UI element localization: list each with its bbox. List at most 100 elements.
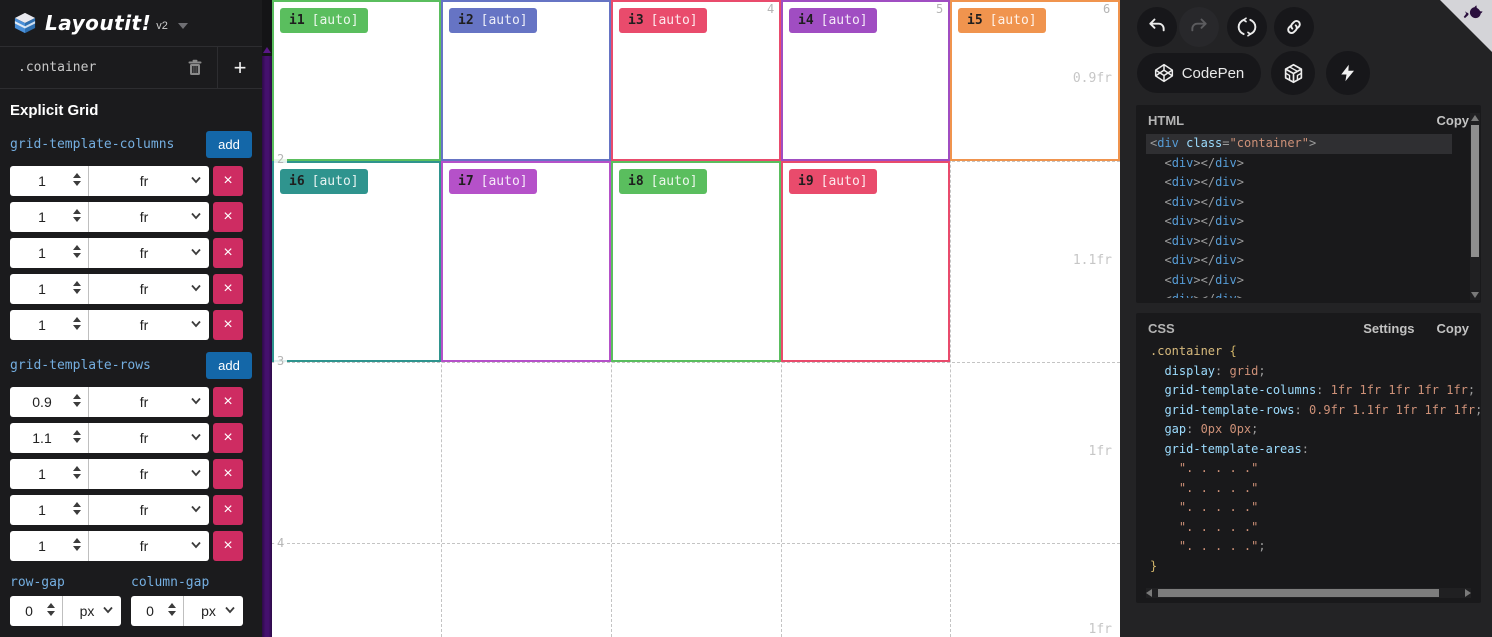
github-octocat-icon[interactable] (1454, 0, 1491, 34)
row-track-row: 1.1 fr × (10, 423, 252, 453)
reset-button[interactable] (1227, 7, 1267, 47)
remove-column-button[interactable]: × (213, 310, 243, 340)
remove-row-button[interactable]: × (213, 495, 243, 525)
column-unit-select[interactable]: fr (89, 166, 209, 196)
grid-item[interactable]: i1 [auto] (272, 0, 441, 161)
row-gap-input[interactable]: 0 (10, 596, 62, 626)
scroll-up-icon[interactable] (263, 47, 271, 53)
column-size-input[interactable]: 1 (10, 274, 88, 304)
stepper-icon[interactable] (73, 430, 81, 443)
grid-item-chip[interactable]: i3 [auto] (619, 8, 707, 33)
row-unit-select[interactable]: fr (89, 531, 209, 561)
add-row-button[interactable]: add (206, 352, 252, 379)
scroll-right-icon[interactable] (1465, 589, 1471, 597)
stepper-icon[interactable] (73, 209, 81, 222)
remove-column-button[interactable]: × (213, 238, 243, 268)
row-size-input[interactable]: 1 (10, 459, 88, 489)
css-settings-button[interactable]: Settings (1363, 321, 1415, 336)
grid-item-chip[interactable]: i6 [auto] (280, 169, 368, 194)
grid-item[interactable]: i3 [auto] (611, 0, 781, 161)
stepper-icon[interactable] (73, 281, 81, 294)
column-size-input[interactable]: 1 (10, 202, 88, 232)
codepen-label: CodePen (1181, 64, 1245, 82)
grid-item-chip[interactable]: i9 [auto] (789, 169, 877, 194)
css-copy-button[interactable]: Copy (1436, 321, 1470, 336)
grid-item-chip[interactable]: i5 [auto] (958, 8, 1046, 33)
row-size-input[interactable]: 1 (10, 531, 88, 561)
remove-row-button[interactable]: × (213, 387, 243, 417)
scroll-up-icon[interactable] (1471, 115, 1479, 121)
column-unit-select[interactable]: fr (89, 274, 209, 304)
column-gap-unit-select[interactable]: px (184, 596, 243, 626)
row-size-input[interactable]: 1 (10, 495, 88, 525)
grid-canvas[interactable]: i1 [auto] i2 [auto] i3 [auto] i4 [auto] i5 [a… (272, 0, 1120, 637)
grid-item[interactable]: i5 [auto] (950, 0, 1120, 161)
remove-row-button[interactable]: × (213, 423, 243, 453)
grid-item-chip[interactable]: i7 [auto] (449, 169, 537, 194)
html-code[interactable]: <div class="container"> <div></div> <div… (1136, 132, 1466, 298)
stepper-icon[interactable] (73, 317, 81, 330)
column-unit-select[interactable]: fr (89, 202, 209, 232)
html-copy-button[interactable]: Copy (1436, 113, 1470, 128)
delete-selector-button[interactable] (173, 47, 217, 89)
grid-item-chip[interactable]: i1 [auto] (280, 8, 368, 33)
row-unit-select[interactable]: fr (89, 387, 209, 417)
grid-item-chip[interactable]: i2 [auto] (449, 8, 537, 33)
codesandbox-button[interactable] (1271, 51, 1315, 95)
scroll-left-icon[interactable] (1146, 589, 1152, 597)
column-gap-input[interactable]: 0 (131, 596, 183, 626)
stepper-icon[interactable] (73, 245, 81, 258)
remove-column-button[interactable]: × (213, 274, 243, 304)
grid-item[interactable]: i4 [auto] (781, 0, 950, 161)
stepper-icon[interactable] (47, 603, 55, 616)
rows-header: grid-template-rows add (10, 352, 252, 379)
stepper-icon[interactable] (168, 603, 176, 616)
row-size-input[interactable]: 0.9 (10, 387, 88, 417)
sidebar-scrollbar[interactable] (262, 0, 272, 637)
redo-button[interactable] (1179, 7, 1219, 47)
version-caret-icon[interactable] (177, 23, 188, 29)
undo-button[interactable] (1137, 7, 1177, 47)
grid-item[interactable]: i7 [auto] (441, 161, 611, 362)
codepen-button[interactable]: CodePen (1137, 53, 1261, 93)
github-corner[interactable] (1440, 0, 1492, 52)
stepper-icon[interactable] (73, 466, 81, 479)
grid-item[interactable]: i6 [auto] (272, 161, 441, 362)
stepper-icon[interactable] (73, 173, 81, 186)
column-size-input[interactable]: 1 (10, 310, 88, 340)
css-h-scrollbar[interactable] (1146, 588, 1471, 598)
column-size-input[interactable]: 1 (10, 238, 88, 268)
grid-item[interactable]: i8 [auto] (611, 161, 781, 362)
column-size-input[interactable]: 1 (10, 166, 88, 196)
grid-item[interactable]: i2 [auto] (441, 0, 611, 161)
remove-row-button[interactable]: × (213, 459, 243, 489)
column-unit-select[interactable]: fr (89, 238, 209, 268)
add-column-button[interactable]: add (206, 131, 252, 158)
grid-item-chip[interactable]: i4 [auto] (789, 8, 877, 33)
selector-name[interactable]: .container (18, 60, 97, 75)
scrollbar-thumb[interactable] (1158, 589, 1439, 597)
row-gap-unit-select[interactable]: px (63, 596, 121, 626)
scrollbar-thumb[interactable] (1471, 125, 1479, 257)
stepper-icon[interactable] (73, 502, 81, 515)
row-unit-select[interactable]: fr (89, 423, 209, 453)
html-scrollbar[interactable] (1470, 113, 1480, 300)
row-size-input[interactable]: 1.1 (10, 423, 88, 453)
remove-row-button[interactable]: × (213, 531, 243, 561)
column-unit-select[interactable]: fr (89, 310, 209, 340)
grid-item-chip[interactable]: i8 [auto] (619, 169, 707, 194)
share-link-button[interactable] (1274, 7, 1314, 47)
stackblitz-button[interactable] (1326, 51, 1370, 95)
row-unit-select[interactable]: fr (89, 495, 209, 525)
scrollbar-thumb[interactable] (262, 56, 272, 637)
scroll-down-icon[interactable] (1471, 292, 1479, 298)
stepper-icon[interactable] (73, 394, 81, 407)
remove-column-button[interactable]: × (213, 166, 243, 196)
chevron-down-icon (191, 433, 201, 441)
stepper-icon[interactable] (73, 538, 81, 551)
row-unit-select[interactable]: fr (89, 459, 209, 489)
grid-item[interactable]: i9 [auto] (781, 161, 950, 362)
add-selector-button[interactable]: + (218, 47, 262, 89)
remove-column-button[interactable]: × (213, 202, 243, 232)
css-code[interactable]: .container { display: grid; grid-templat… (1150, 344, 1481, 573)
